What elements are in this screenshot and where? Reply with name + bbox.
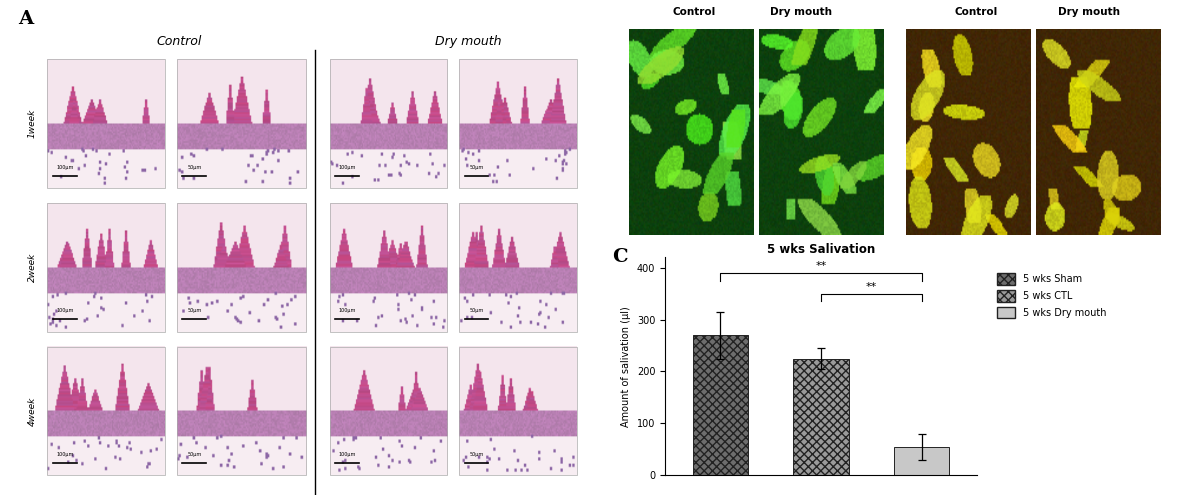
Bar [47,59,165,188]
Text: Dry mouth: Dry mouth [770,7,832,17]
Text: Control: Control [157,35,202,48]
Legend: 5 wks Sham, 5 wks CTL, 5 wks Dry mouth: 5 wks Sham, 5 wks CTL, 5 wks Dry mouth [997,273,1106,318]
Bar [693,335,749,475]
Bar [47,346,165,475]
Text: **: ** [816,261,826,271]
Text: 100μm: 100μm [56,165,73,170]
Text: 100μm: 100μm [339,452,355,457]
Bar [893,446,949,475]
Text: 4week: 4week [28,396,36,426]
Text: 4 weeks: 4 weeks [897,112,906,153]
Y-axis label: Amount of salivation (μl): Amount of salivation (μl) [621,306,631,427]
Bar [793,358,849,475]
Text: **: ** [865,282,877,292]
Bar [47,203,165,332]
Text: 100μm: 100μm [56,308,73,313]
Text: 2 weeks: 2 weeks [614,112,624,153]
Text: 50μm: 50μm [187,452,201,457]
Bar [177,59,306,188]
Text: 50μm: 50μm [470,452,484,457]
Bar [330,59,447,188]
Title: 5 wks Salivation: 5 wks Salivation [767,243,875,256]
Bar [330,203,447,332]
Text: 2week: 2week [28,252,36,282]
Text: Control: Control [672,7,716,17]
Text: 50μm: 50μm [470,308,484,313]
Text: 100μm: 100μm [339,308,355,313]
Bar [459,346,577,475]
Bar [177,203,306,332]
Bar [330,346,447,475]
Text: 50μm: 50μm [187,308,201,313]
Text: 100μm: 100μm [56,452,73,457]
Text: 1week: 1week [28,109,36,139]
Text: Dry mouth: Dry mouth [434,35,501,48]
Text: 50μm: 50μm [187,165,201,170]
Text: A: A [18,10,33,28]
Text: 50μm: 50μm [470,165,484,170]
Text: 100μm: 100μm [339,165,355,170]
Bar [177,346,306,475]
Text: C: C [612,248,627,265]
Bar [459,59,577,188]
Bar [459,203,577,332]
Text: Control: Control [955,7,998,17]
Text: Dry mouth: Dry mouth [1058,7,1121,17]
